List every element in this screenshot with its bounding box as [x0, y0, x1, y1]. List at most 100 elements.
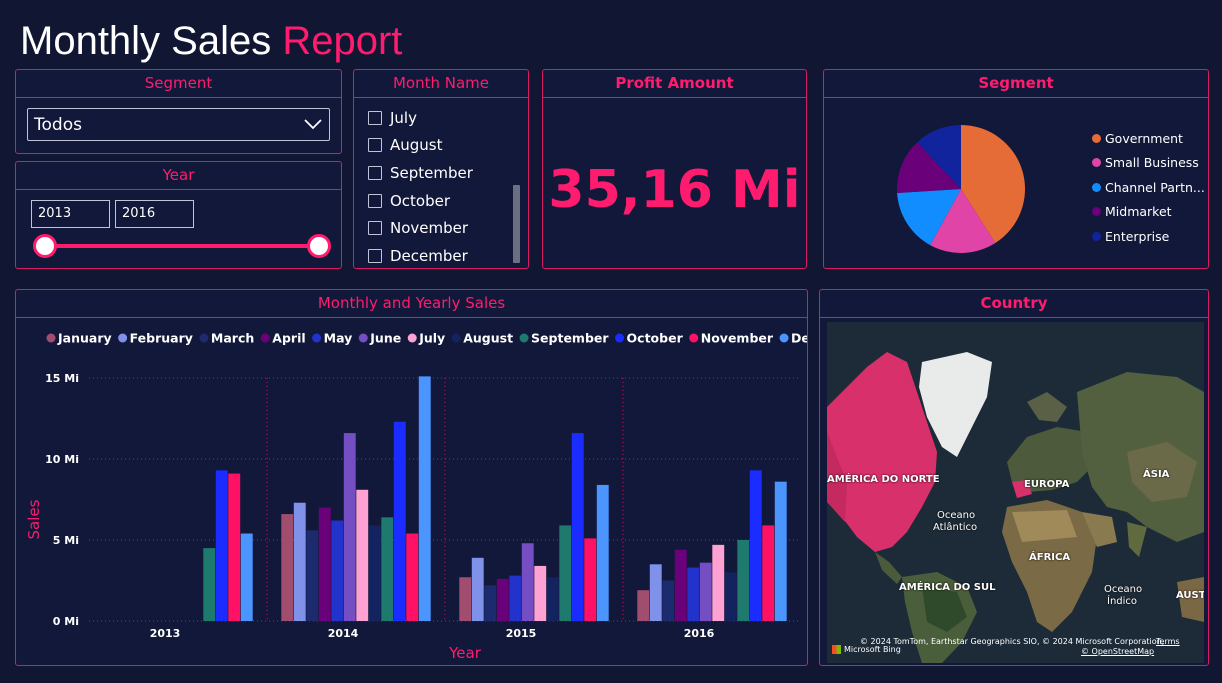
checkbox[interactable] [368, 221, 382, 236]
year-slider-track[interactable] [45, 244, 319, 248]
pie-slice-small-business[interactable] [930, 189, 996, 253]
bar-2016-may[interactable] [687, 567, 700, 621]
bar-2016-november[interactable] [762, 525, 775, 621]
country-map[interactable]: AMÉRICA DO NORTE EUROPA ÁSIA Oceano Atlâ… [827, 322, 1204, 663]
bar-2016-october[interactable] [749, 470, 762, 621]
bar-2016-september[interactable] [737, 540, 750, 621]
bar-2015-september[interactable] [559, 525, 572, 621]
bar-2015-may[interactable] [509, 575, 522, 621]
legend-label: August [463, 331, 513, 346]
bar-2016-april[interactable] [674, 549, 687, 621]
legend-item-december[interactable]: December [779, 331, 807, 346]
bar-2014-october[interactable] [393, 421, 406, 621]
bar-2015-october[interactable] [571, 433, 584, 621]
month-item-july[interactable]: July [368, 104, 473, 132]
legend-item-midmarket[interactable]: Midmarket [1092, 200, 1205, 225]
bar-2015-august[interactable] [546, 577, 559, 621]
bar-2013-september[interactable] [203, 548, 216, 621]
bar-2016-august[interactable] [724, 572, 737, 621]
legend-label: Enterprise [1105, 228, 1170, 244]
year-from-input[interactable]: 2013 [31, 200, 110, 228]
segment-slicer-title: Segment [16, 70, 341, 98]
bar-2013-november[interactable] [228, 473, 241, 621]
month-list-scrollbar[interactable] [513, 185, 520, 263]
bar-2014-november[interactable] [406, 533, 419, 621]
legend-label: July [418, 331, 445, 346]
map-terms-link[interactable]: Terms [1156, 637, 1180, 646]
checkbox[interactable] [368, 138, 382, 153]
year-to-input[interactable]: 2016 [115, 200, 194, 228]
month-item-october[interactable]: October [368, 187, 473, 215]
map-osm-link[interactable]: © OpenStreetMap [1081, 647, 1155, 656]
bar-2014-february[interactable] [293, 502, 306, 621]
legend-item-january[interactable]: January [46, 331, 112, 346]
legend-item-september[interactable]: September [519, 331, 610, 346]
legend-item-channel-partners[interactable]: Channel Partn... [1092, 175, 1205, 200]
bar-2015-february[interactable] [471, 557, 484, 621]
legend-label: Channel Partn... [1105, 179, 1205, 195]
bar-2015-march[interactable] [484, 585, 497, 621]
segment-legend: Government Small Business Channel Partn.… [1092, 126, 1205, 249]
bar-2014-march[interactable] [306, 530, 319, 621]
legend-label: June [369, 331, 401, 346]
bar-2015-november[interactable] [584, 538, 597, 621]
bar-2014-april[interactable] [318, 507, 331, 621]
bar-2015-june[interactable] [521, 543, 534, 621]
bar-2013-october[interactable] [215, 470, 228, 621]
bar-2014-september[interactable] [381, 517, 394, 621]
year-slider-end-handle[interactable] [307, 234, 331, 258]
legend-item-may[interactable]: May [312, 331, 352, 346]
bar-2016-march[interactable] [662, 580, 675, 622]
bar-2015-july[interactable] [534, 565, 547, 621]
pie-slice-government[interactable] [961, 125, 1025, 244]
legend-item-april[interactable]: April [260, 331, 306, 346]
legend-item-june[interactable]: June [358, 331, 401, 346]
legend-item-february[interactable]: February [118, 331, 193, 346]
legend-dot [519, 333, 529, 343]
checkbox[interactable] [368, 110, 382, 125]
bar-2016-january[interactable] [637, 590, 650, 621]
sales-bar-chart: January February March April May June July Augu… [25, 331, 807, 663]
bar-2016-june[interactable] [699, 562, 712, 621]
bar-2014-june[interactable] [343, 433, 356, 621]
bar-2015-april[interactable] [496, 578, 509, 621]
legend-item-enterprise[interactable]: Enterprise [1092, 224, 1205, 249]
legend-item-august[interactable]: August [451, 331, 513, 346]
month-item-august[interactable]: August [368, 132, 473, 160]
segment-dropdown[interactable]: Todos [27, 108, 330, 141]
pie-slice-channel-partners[interactable] [897, 189, 961, 246]
legend-label: January [57, 331, 112, 346]
month-item-september[interactable]: September [368, 159, 473, 187]
bar-2014-may[interactable] [331, 520, 344, 621]
bar-2013-december[interactable] [240, 533, 253, 621]
bar-2015-december[interactable] [596, 484, 609, 621]
bar-2016-july[interactable] [712, 544, 725, 621]
legend-item-july[interactable]: July [407, 331, 445, 346]
bar-2014-january[interactable] [281, 514, 294, 621]
legend-dot [451, 333, 461, 343]
legend-item-march[interactable]: March [199, 331, 254, 346]
bar-2014-july[interactable] [356, 489, 369, 621]
legend-item-november[interactable]: November [689, 331, 774, 346]
bar-2014-december[interactable] [418, 376, 431, 621]
legend-item-small-business[interactable]: Small Business [1092, 151, 1205, 176]
month-list: July August September October November D… [368, 104, 473, 270]
bar-2016-december[interactable] [774, 481, 787, 621]
month-label: August [390, 136, 443, 155]
checkbox[interactable] [368, 165, 382, 180]
legend-dot [260, 333, 270, 343]
x-tick-label: 2014 [328, 627, 359, 640]
month-item-november[interactable]: November [368, 214, 473, 242]
checkbox[interactable] [368, 248, 382, 263]
checkbox[interactable] [368, 193, 382, 208]
legend-item-government[interactable]: Government [1092, 126, 1205, 151]
month-item-december[interactable]: December [368, 242, 473, 270]
pie-slice-enterprise[interactable] [917, 125, 961, 189]
year-slider-start-handle[interactable] [33, 234, 57, 258]
bar-2014-august[interactable] [368, 525, 381, 621]
pie-slice-midmarket[interactable] [897, 142, 961, 194]
bar-2015-january[interactable] [459, 577, 472, 621]
legend-item-october[interactable]: October [615, 331, 684, 346]
bar-2016-february[interactable] [649, 564, 662, 621]
y-tick-label: 15 Mi [45, 372, 79, 385]
